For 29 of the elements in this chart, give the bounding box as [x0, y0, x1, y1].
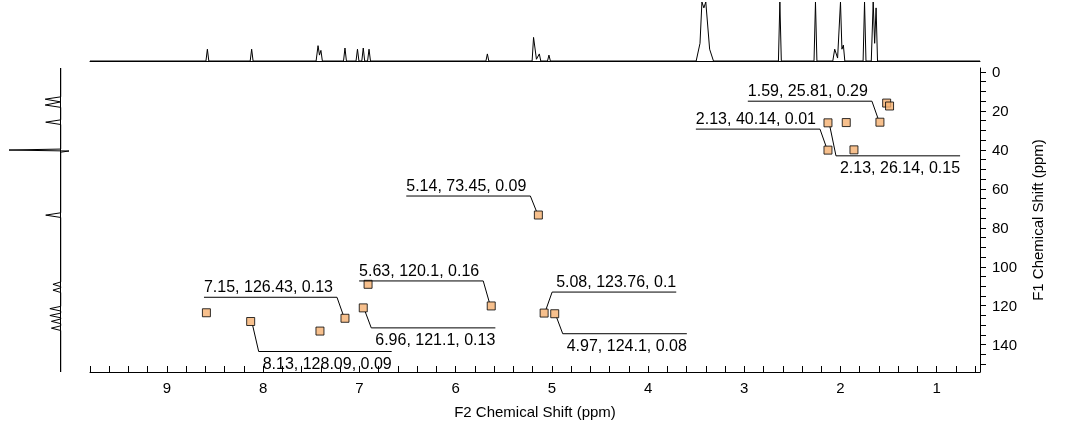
y-tick-label: 120	[992, 297, 1018, 315]
y-tick-label: 80	[992, 219, 1009, 237]
annotation: 5.63, 120.1, 0.16	[359, 261, 480, 279]
annotation: 6.96, 121.1, 0.13	[375, 330, 496, 348]
x-axis-title: F2 Chemical Shift (ppm)	[454, 403, 616, 420]
annotation: 2.13, 40.14, 0.01	[695, 110, 817, 128]
x-tick-label: 2	[836, 379, 845, 396]
y-tick-label: 0	[992, 63, 1001, 81]
x-tick-label: 9	[162, 379, 172, 396]
annotation: 2.13, 26.14, 0.15	[839, 158, 961, 176]
y-tick-label: 60	[992, 180, 1009, 198]
x-tick-label: 1	[932, 379, 941, 396]
x-tick-label: 3	[740, 379, 749, 396]
x-tick-label: 5	[547, 379, 557, 396]
x-tick-label: 8	[259, 379, 268, 396]
annotation: 8.13, 128.09, 0.09	[262, 354, 392, 372]
x-tick-label: 7	[355, 379, 364, 396]
annotation: 5.14, 73.45, 0.09	[406, 177, 527, 195]
x-tick-label: 6	[451, 379, 460, 396]
y-tick-label: 20	[992, 102, 1009, 120]
y-axis-title: F1 Chemical Shift (ppm)	[1029, 139, 1046, 301]
annotation: 4.97, 124.1, 0.08	[566, 336, 687, 354]
annotation: 5.08, 123.76, 0.1	[556, 273, 677, 291]
y-tick-label: 140	[992, 336, 1018, 354]
x-tick-label: 4	[643, 379, 653, 396]
y-tick-label: 100	[992, 258, 1018, 276]
annotation: 1.59, 25.81, 0.29	[747, 82, 869, 100]
y-tick-label: 40	[992, 141, 1009, 159]
annotation: 7.15, 126.43, 0.13	[203, 278, 334, 296]
